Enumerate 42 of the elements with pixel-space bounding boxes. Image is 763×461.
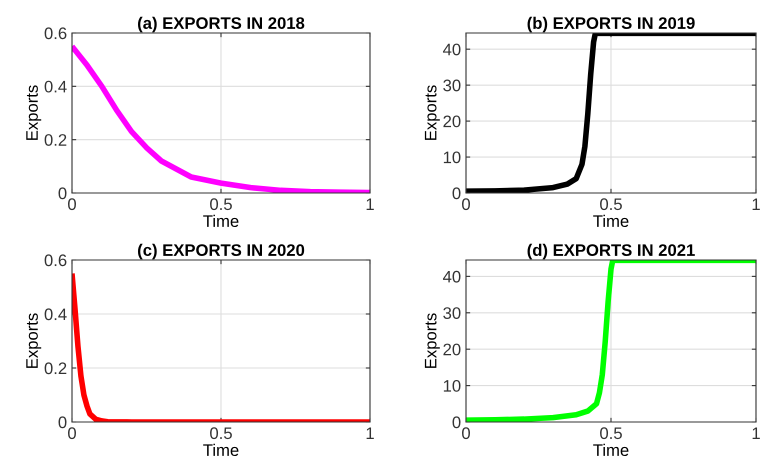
y-tick-label: 0.2 <box>44 134 66 146</box>
y-tick-label: 0 <box>452 187 460 200</box>
y-tick-label: 30 <box>443 80 460 92</box>
chart-title: (a) EXPORTS IN 2018 <box>138 16 304 32</box>
y-axis-title: Exports <box>424 313 440 368</box>
y-tick-label: 40 <box>442 270 460 283</box>
x-tick-label: 0 <box>462 427 470 440</box>
x-axis-title: Time <box>593 214 628 228</box>
x-tick-label: 0.5 <box>600 198 622 210</box>
x-tick-label: 0 <box>68 198 76 210</box>
x-tick-label: 0.5 <box>210 427 232 440</box>
y-tick-label: 40 <box>442 44 460 56</box>
x-axis-title: Time <box>593 444 628 456</box>
x-tick-label: 0.5 <box>210 198 232 210</box>
x-axis-title: Time <box>203 214 238 228</box>
chart-title: (b) EXPORTS IN 2019 <box>528 16 695 32</box>
y-tick-label: 0 <box>58 187 66 200</box>
y-axis-title: Exports <box>424 85 440 140</box>
y-tick-label: 0.4 <box>44 308 67 320</box>
y-tick-label: 10 <box>444 380 460 392</box>
chart-title: (c) EXPORTS IN 2020 <box>138 244 304 260</box>
y-tick-label: 0.6 <box>44 27 66 40</box>
y-tick-label: 0.6 <box>44 254 66 266</box>
y-axis-title: Exports <box>26 85 42 140</box>
y-tick-label: 30 <box>443 307 460 319</box>
y-tick-label: 10 <box>444 151 460 164</box>
x-tick-label: 1 <box>752 198 760 210</box>
y-tick-label: 0 <box>452 416 460 428</box>
y-tick-label: 20 <box>443 344 460 356</box>
x-tick-label: 1 <box>366 198 374 210</box>
y-tick-label: 0.2 <box>44 362 66 374</box>
chart-title: (d) EXPORTS IN 2021 <box>528 244 695 260</box>
x-axis-title: Time <box>203 444 238 456</box>
y-tick-label: 0.4 <box>44 80 67 93</box>
x-tick-label: 1 <box>752 427 760 439</box>
x-tick-label: 0 <box>68 427 76 440</box>
x-tick-label: 0.5 <box>600 427 622 440</box>
y-tick-label: 0 <box>58 416 66 428</box>
x-tick-label: 1 <box>366 427 374 439</box>
y-tick-label: 20 <box>443 115 460 128</box>
x-tick-label: 0 <box>462 198 470 210</box>
y-axis-title: Exports <box>26 313 42 368</box>
